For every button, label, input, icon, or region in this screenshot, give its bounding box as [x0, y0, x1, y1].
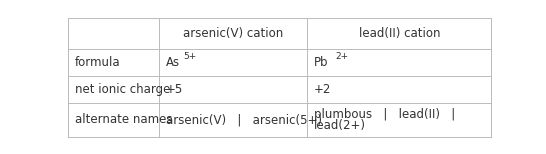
Text: lead(II) cation: lead(II) cation	[359, 27, 440, 40]
Text: arsenic(V) cation: arsenic(V) cation	[183, 27, 283, 40]
Text: plumbous   |   lead(II)   |: plumbous | lead(II) |	[313, 108, 455, 121]
Text: Pb: Pb	[313, 56, 328, 69]
Text: 5+: 5+	[183, 52, 197, 61]
Text: lead(2+): lead(2+)	[313, 119, 366, 132]
Text: 2+: 2+	[336, 52, 349, 61]
Text: +2: +2	[313, 83, 331, 96]
Text: net ionic charge: net ionic charge	[75, 83, 170, 96]
Text: arsenic(V)   |   arsenic(5+): arsenic(V) | arsenic(5+)	[165, 113, 322, 126]
Text: alternate names: alternate names	[75, 113, 172, 126]
Text: +5: +5	[165, 83, 183, 96]
Text: formula: formula	[75, 56, 120, 69]
Text: As: As	[165, 56, 180, 69]
